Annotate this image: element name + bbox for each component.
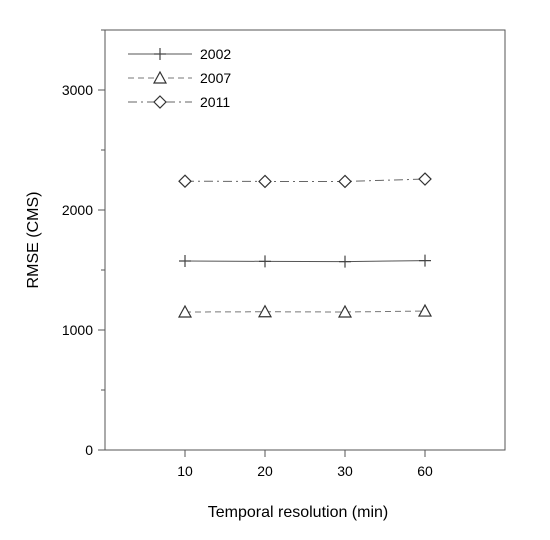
series-layer xyxy=(177,172,433,318)
data-point-triangle xyxy=(337,304,353,318)
legend-label: 2002 xyxy=(200,46,231,62)
data-point-diamond xyxy=(338,174,352,189)
data-point-plus xyxy=(179,255,191,267)
legend-item-2011: 2011 xyxy=(128,94,230,110)
data-point-diamond xyxy=(153,95,167,109)
data-point-diamond xyxy=(418,172,432,186)
series-2011 xyxy=(178,172,432,189)
y-axis: 0 1000 2000 3000 xyxy=(62,29,105,458)
series-2007 xyxy=(177,303,433,318)
legend-item-2002: 2002 xyxy=(128,46,231,62)
data-point-plus xyxy=(259,255,271,268)
series-2002 xyxy=(179,254,431,268)
x-axis: 10 20 30 60 xyxy=(177,450,433,479)
x-tick-label: 10 xyxy=(177,463,193,479)
legend-label: 2007 xyxy=(200,70,231,86)
y-axis-title: RMSE (CMS) xyxy=(25,192,42,289)
data-point-triangle xyxy=(177,304,193,318)
y-tick-label: 3000 xyxy=(62,82,93,98)
data-point-plus xyxy=(339,255,351,268)
data-point-plus xyxy=(419,254,431,267)
x-tick-label: 20 xyxy=(257,463,273,479)
data-point-diamond xyxy=(178,174,192,189)
legend-item-2007: 2007 xyxy=(128,70,231,86)
data-point-triangle xyxy=(152,70,168,84)
series-line xyxy=(184,310,426,313)
legend-label: 2011 xyxy=(200,94,230,110)
data-point-plus xyxy=(154,48,166,60)
x-axis-title: Temporal resolution (min) xyxy=(208,504,389,521)
data-point-diamond xyxy=(258,174,272,189)
x-tick-label: 30 xyxy=(337,463,353,479)
y-tick-label: 0 xyxy=(85,442,93,458)
series-line xyxy=(184,178,426,182)
legend: 2002 2007 2011 xyxy=(128,46,231,110)
plot-frame xyxy=(104,29,506,451)
series-line xyxy=(184,260,426,263)
x-tick-label: 60 xyxy=(417,463,433,479)
data-point-triangle xyxy=(257,304,273,318)
y-tick-label: 2000 xyxy=(62,202,93,218)
data-point-triangle xyxy=(417,303,433,317)
y-tick-label: 1000 xyxy=(62,322,93,338)
